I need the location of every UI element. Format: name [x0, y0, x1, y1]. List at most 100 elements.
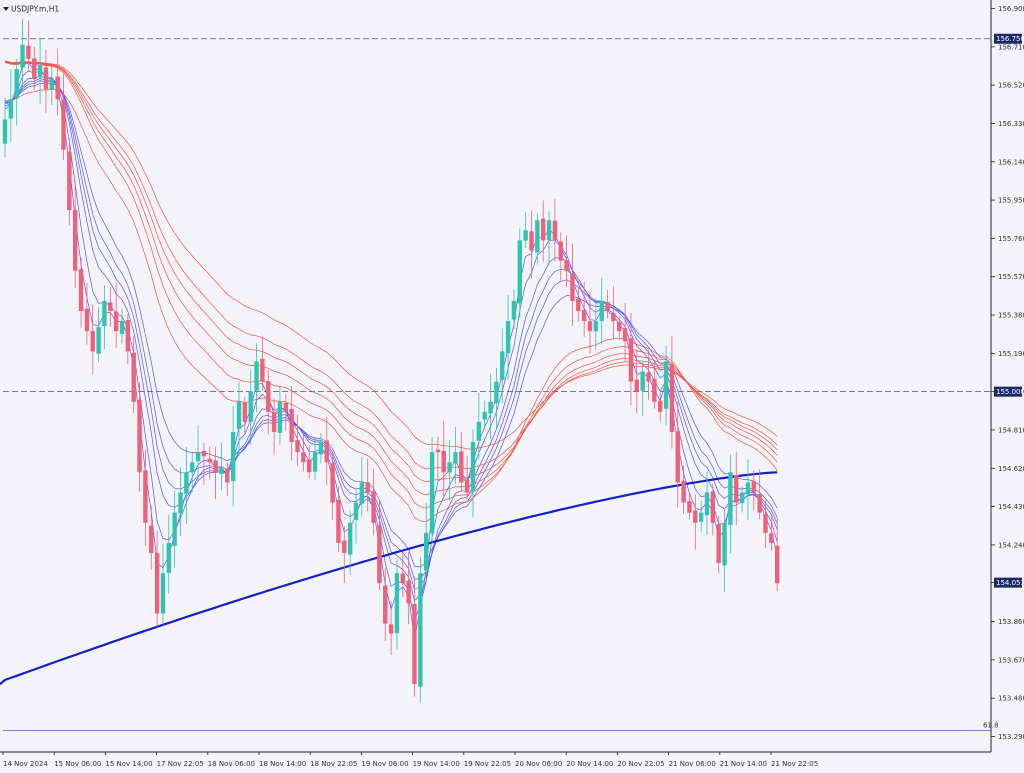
time-tick-label: 19 Nov 22:05 [464, 760, 511, 768]
candle-body [20, 44, 25, 68]
candle [84, 282, 90, 345]
candle [318, 433, 324, 464]
ema-slow-30 [5, 88, 778, 523]
candle-body [236, 401, 242, 429]
candle-body [552, 220, 558, 241]
hline-label-1: 155.000 [996, 388, 1024, 396]
candle-body [482, 411, 487, 420]
candle [377, 500, 382, 591]
time-tick-label: 21 Nov 06:00 [669, 760, 716, 768]
candle-body [242, 402, 248, 422]
time-tick-label: 19 Nov 14:00 [413, 760, 460, 768]
candle-body [564, 260, 569, 271]
candle-body [55, 76, 60, 100]
candle-body [125, 320, 131, 352]
candle [429, 436, 435, 544]
candle-body [353, 502, 359, 520]
candle [663, 345, 669, 426]
candle-body [505, 321, 511, 354]
candle-body [184, 472, 189, 494]
candle-body [728, 472, 733, 526]
candle-body [295, 440, 300, 453]
candle [271, 398, 277, 455]
price-tick-label: 155.950 [998, 197, 1024, 205]
candle [178, 466, 183, 536]
candle-body [312, 452, 318, 472]
candle-body [359, 482, 365, 504]
price-tick-label: 154.810 [998, 426, 1024, 434]
candle [716, 515, 721, 574]
candle [172, 491, 177, 568]
candle [634, 349, 639, 414]
candle [546, 211, 552, 266]
candle-body [698, 512, 704, 522]
candle [593, 298, 599, 351]
candle [113, 282, 119, 348]
candle [207, 446, 212, 480]
candle [476, 392, 482, 460]
candle-body [751, 481, 756, 493]
candle [219, 442, 224, 490]
candle-body [67, 151, 72, 211]
candle [195, 425, 201, 482]
time-tick-label: 14 Nov 2024 [3, 760, 48, 768]
candle-body [260, 358, 265, 382]
candle [260, 336, 265, 391]
ema-fast-12 [4, 80, 778, 580]
candle-body [558, 241, 563, 261]
candle-body [154, 552, 160, 614]
price-tick-label: 153.860 [998, 618, 1024, 626]
candle [102, 285, 107, 349]
candle [289, 385, 294, 461]
candle-body [663, 361, 669, 409]
candle [400, 553, 405, 597]
candle [184, 447, 189, 524]
candle-body [377, 524, 382, 584]
candle [769, 516, 774, 551]
candle-body [429, 452, 435, 534]
candle [751, 470, 756, 511]
candle [570, 243, 575, 327]
candle [213, 446, 218, 500]
price-tick-label: 156.330 [998, 120, 1024, 128]
candle-body [230, 431, 236, 482]
candle-body [195, 452, 201, 462]
candles-layer [2, 18, 780, 703]
candle [500, 328, 505, 403]
candle-body [722, 522, 727, 566]
candle-body [32, 58, 37, 80]
candle [535, 213, 540, 265]
sma-long-line [0, 471, 778, 685]
candle-body [757, 494, 762, 513]
candle-body [611, 313, 616, 322]
candle-body [394, 573, 400, 634]
time-tick-label: 17 Nov 22:05 [157, 760, 204, 768]
candle-body [704, 492, 710, 516]
candle-body [14, 68, 19, 99]
candle-body [213, 460, 218, 473]
candle-body [318, 442, 324, 455]
candle-body [342, 540, 347, 553]
candle [464, 455, 470, 500]
candle-body [78, 269, 84, 311]
triangle-down-icon[interactable] [3, 7, 9, 11]
plot-area[interactable] [0, 0, 991, 752]
candle-body [622, 328, 628, 342]
candle-body [108, 302, 113, 311]
candle-body [658, 400, 663, 412]
candle-body [166, 542, 171, 574]
candle [669, 335, 675, 449]
candle [301, 434, 306, 472]
candle-body [412, 603, 417, 685]
candle [734, 451, 739, 526]
candle [652, 361, 657, 409]
candle [482, 400, 487, 429]
candle-body [219, 468, 224, 474]
candle [20, 18, 25, 92]
candle-body [517, 240, 522, 304]
candle [775, 517, 780, 592]
candle [230, 405, 236, 507]
candle-body [8, 99, 14, 119]
